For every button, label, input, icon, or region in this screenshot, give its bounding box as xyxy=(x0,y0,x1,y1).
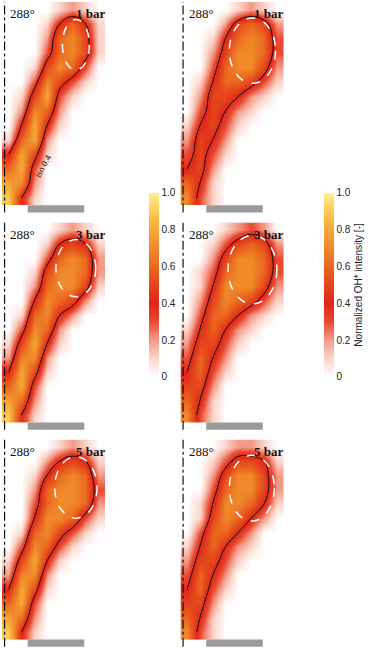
svg-text:288°: 288° xyxy=(189,6,214,21)
svg-text:1.0: 1.0 xyxy=(337,187,351,198)
svg-text:288°: 288° xyxy=(10,444,35,459)
svg-text:0.2: 0.2 xyxy=(337,335,351,346)
svg-text:0.4: 0.4 xyxy=(162,298,176,309)
svg-text:iso 0.4: iso 0.4 xyxy=(33,153,53,179)
svg-text:288°: 288° xyxy=(189,227,214,242)
svg-text:288°: 288° xyxy=(10,227,35,242)
svg-text:0: 0 xyxy=(337,371,343,382)
svg-text:0.2: 0.2 xyxy=(162,335,176,346)
svg-text:1 bar: 1 bar xyxy=(76,6,105,21)
svg-text:Normalized OH* intensity [-]: Normalized OH* intensity [-] xyxy=(353,223,364,347)
svg-text:0.6: 0.6 xyxy=(162,261,176,272)
svg-text:0.6: 0.6 xyxy=(337,261,351,272)
svg-text:288°: 288° xyxy=(10,6,35,21)
svg-text:3 bar: 3 bar xyxy=(76,227,105,242)
svg-text:5 bar: 5 bar xyxy=(254,444,283,459)
svg-text:0.8: 0.8 xyxy=(337,224,351,235)
svg-text:1.0: 1.0 xyxy=(162,187,176,198)
svg-text:5 bar: 5 bar xyxy=(76,444,105,459)
svg-text:3 bar: 3 bar xyxy=(254,227,283,242)
svg-text:0.4: 0.4 xyxy=(337,298,351,309)
svg-text:1 bar: 1 bar xyxy=(254,6,283,21)
svg-text:0.8: 0.8 xyxy=(162,224,176,235)
svg-text:0: 0 xyxy=(162,371,168,382)
svg-text:288°: 288° xyxy=(189,444,214,459)
